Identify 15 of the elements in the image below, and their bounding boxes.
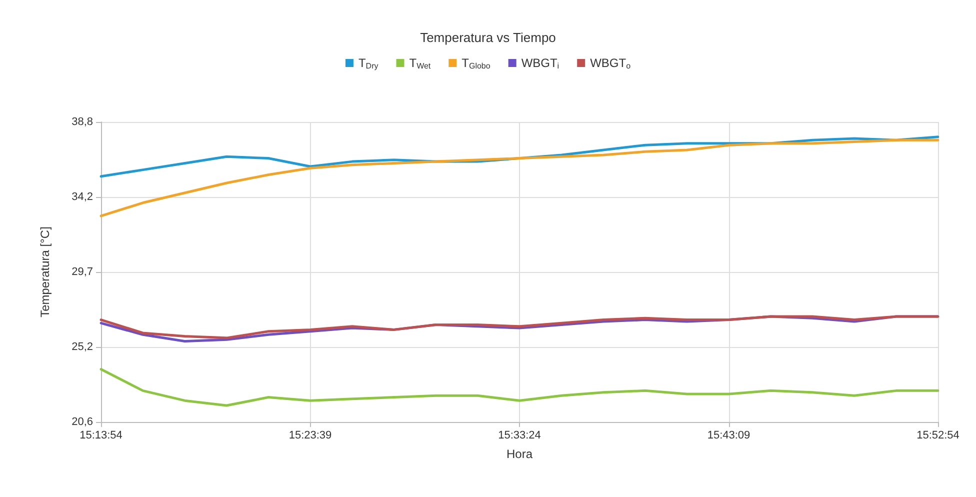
line-series xyxy=(100,368,940,407)
x-axis-title: Hora xyxy=(506,447,533,461)
y-tick-label: 34,2 xyxy=(72,191,93,203)
x-tick-label: 15:43:09 xyxy=(707,430,750,442)
y-tick-label: 38,8 xyxy=(72,116,93,128)
y-tick-label: 25,2 xyxy=(72,341,93,353)
y-tick-label: 20,6 xyxy=(72,416,93,428)
y-tick-label: 29,7 xyxy=(72,266,93,278)
x-tick-label: 15:52:54 xyxy=(916,430,960,442)
chart-title: Temperatura vs Tiempo xyxy=(420,30,556,45)
x-tick-label: 15:23:39 xyxy=(288,430,332,442)
x-tick-label: 15:33:24 xyxy=(498,430,541,442)
y-axis-title: Temperatura [°C] xyxy=(38,226,52,318)
line-series xyxy=(100,138,940,218)
x-tick-label: 15:13:54 xyxy=(80,430,122,442)
